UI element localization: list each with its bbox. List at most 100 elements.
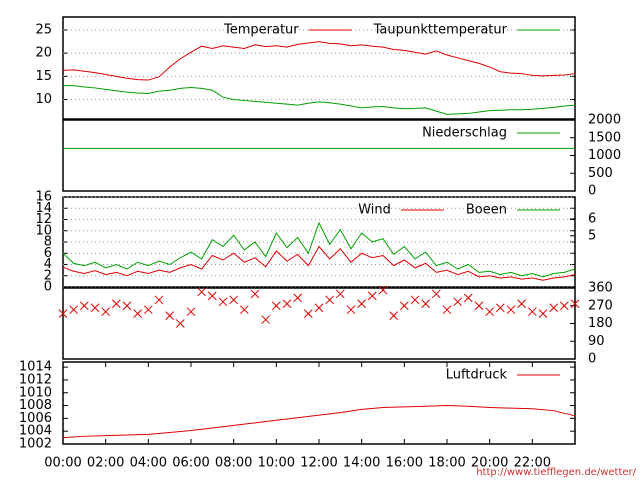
y-tick-label: 1014 (19, 360, 52, 375)
direction-marker (506, 305, 516, 315)
direction-marker (133, 309, 143, 318)
direction-marker (549, 303, 559, 313)
y-tick-label: 25 (35, 22, 52, 37)
direction-marker (175, 319, 185, 328)
direction-marker (58, 309, 68, 318)
y-tick-label: 1012 (19, 372, 52, 387)
y2-tick-label: 5 (588, 228, 596, 243)
y-tick-label: 12 (35, 212, 52, 227)
legend-label: Boeen (466, 203, 507, 218)
direction-marker (367, 291, 377, 301)
y-tick-label: 16 (35, 190, 52, 205)
x-tick-label: 12:00 (300, 456, 337, 471)
panel-frame (62, 16, 576, 120)
direction-marker (357, 299, 367, 309)
y-tick-label: 15 (35, 69, 52, 84)
direction-marker (517, 299, 527, 309)
data-line (62, 221, 576, 278)
direction-marker (389, 311, 399, 320)
direction-marker (399, 301, 409, 311)
y2-tick-label: 6 (588, 211, 596, 226)
y-tick-label: 10 (35, 92, 52, 107)
direction-marker (410, 295, 420, 305)
y-tick-label: 4 (44, 257, 52, 272)
direction-marker (453, 297, 463, 307)
direction-marker (197, 287, 207, 297)
x-tick-label: 04:00 (130, 456, 167, 471)
panel-frame (62, 287, 576, 360)
y2-tick-label: 1500 (588, 130, 621, 145)
direction-marker (261, 315, 271, 324)
y-tick-label: 1010 (19, 385, 52, 400)
y2-tick-label: 500 (588, 166, 613, 181)
legend-label: Niederschlag (422, 126, 507, 141)
legend-label: Temperatur (223, 23, 299, 38)
direction-marker (538, 309, 548, 318)
y-tick-label: 10 (35, 223, 52, 238)
x-tick-label: 10:00 (258, 456, 295, 471)
direction-marker (186, 307, 196, 317)
y-tick-label: 0 (44, 280, 52, 295)
y-tick-label: 1008 (19, 398, 52, 413)
direction-marker (325, 295, 335, 305)
direction-marker (421, 299, 431, 309)
x-tick-label: 18:00 (428, 456, 465, 471)
y-tick-label: 6 (44, 246, 52, 261)
y-tick-label: 14 (35, 201, 52, 216)
direction-marker (293, 293, 303, 303)
direction-marker (495, 303, 505, 313)
x-tick-label: 22:00 (514, 456, 551, 471)
legend-label: Taupunkttemperatur (373, 23, 508, 38)
direction-marker (69, 305, 79, 315)
x-tick-label: 06:00 (172, 456, 209, 471)
direction-marker (314, 303, 324, 313)
data-line (62, 405, 576, 439)
y-tick-label: 1004 (19, 424, 52, 439)
direction-marker (303, 309, 313, 318)
legend-label: Wind (358, 203, 391, 218)
y2-tick-label: 270 (588, 298, 613, 313)
x-tick-label: 02:00 (87, 456, 124, 471)
y2-tick-label: 360 (588, 281, 613, 296)
y-tick-label: 20 (35, 46, 52, 61)
direction-marker (143, 305, 153, 315)
direction-marker (271, 301, 281, 311)
direction-marker (101, 307, 111, 317)
direction-marker (559, 301, 569, 311)
x-tick-label: 14:00 (343, 456, 380, 471)
y2-tick-label: 1000 (588, 148, 621, 163)
direction-marker (527, 307, 537, 317)
direction-marker (165, 311, 175, 320)
direction-marker (111, 299, 121, 309)
legend-label: Luftdruck (446, 368, 508, 383)
direction-marker (122, 301, 132, 311)
direction-marker (570, 299, 580, 309)
direction-marker (485, 307, 495, 317)
direction-marker (79, 301, 89, 311)
footer-url: http://www.tiefflegen.de/wetter/ (476, 467, 636, 478)
direction-marker (229, 295, 239, 305)
y-tick-label: 1006 (19, 411, 52, 426)
y2-tick-label: 2000 (588, 113, 621, 128)
data-line (62, 245, 576, 281)
y2-tick-label: 180 (588, 316, 613, 331)
direction-marker (346, 305, 356, 315)
direction-marker (154, 295, 164, 305)
direction-marker (474, 301, 484, 311)
direction-marker (335, 289, 345, 299)
y-tick-label: 1002 (19, 437, 52, 452)
direction-marker (378, 285, 388, 295)
data-line (63, 85, 576, 115)
y2-tick-label: 0 (588, 184, 596, 199)
y-tick-label: 2 (44, 268, 52, 283)
direction-marker (239, 305, 249, 315)
x-tick-label: 16:00 (386, 456, 423, 471)
y2-tick-label: 0 (588, 352, 596, 367)
direction-marker (207, 291, 217, 301)
data-line (62, 41, 576, 81)
direction-marker (90, 303, 100, 313)
direction-marker (218, 297, 228, 307)
direction-marker (250, 289, 260, 299)
direction-marker (442, 305, 452, 315)
